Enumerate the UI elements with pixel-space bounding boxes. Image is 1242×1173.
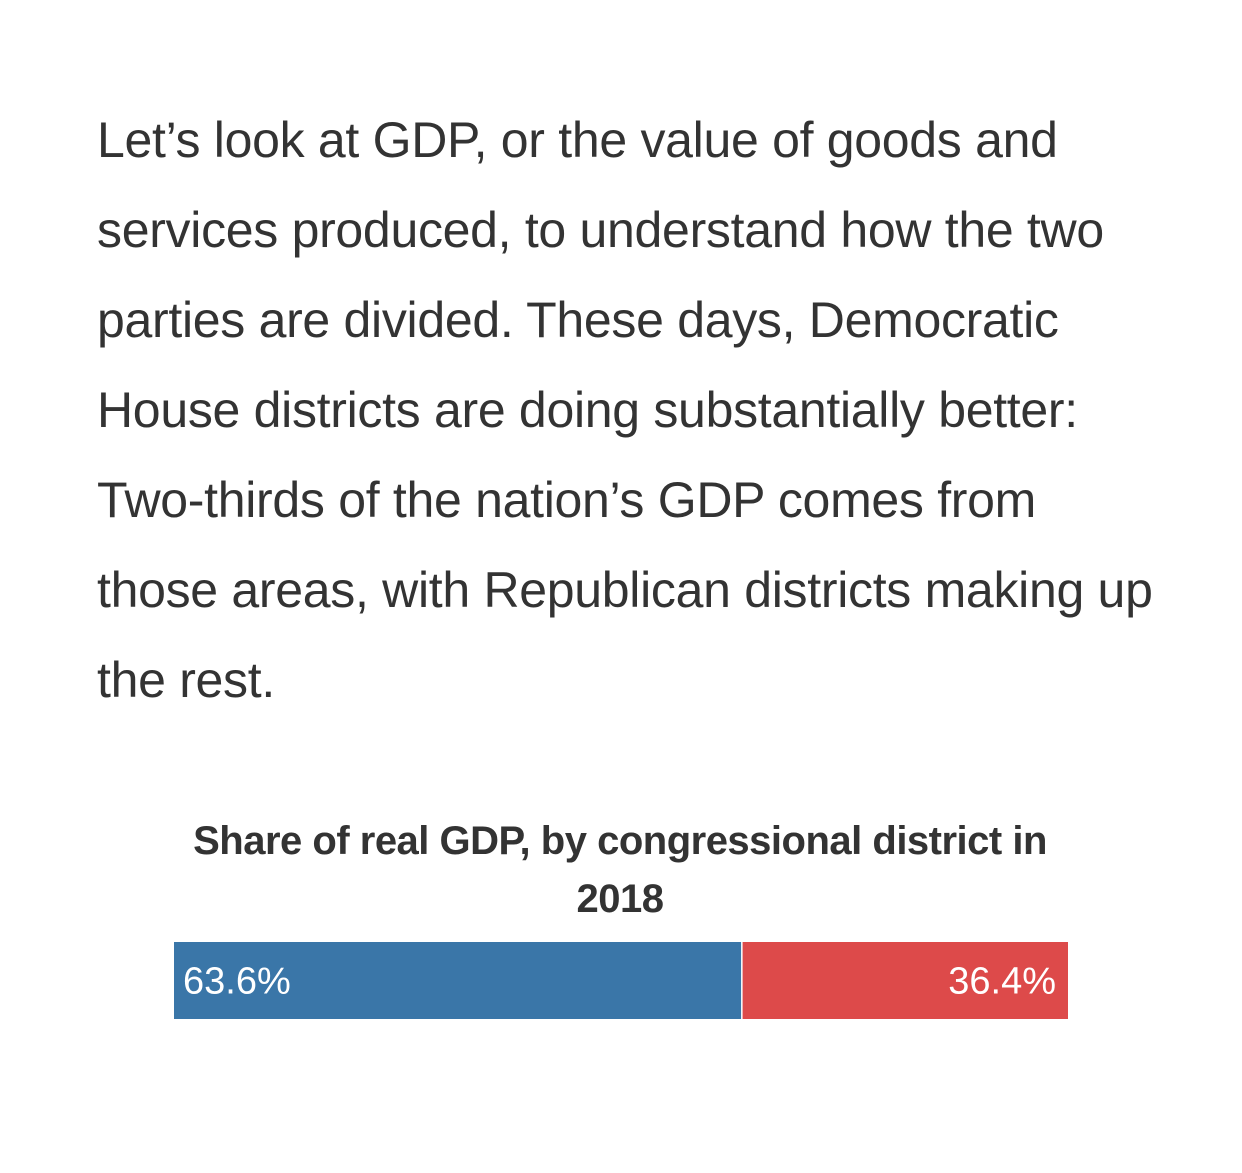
- article-paragraph: Let’s look at GDP, or the value of goods…: [97, 112, 1153, 708]
- bar-segment-1: [174, 942, 742, 1019]
- bar-segment-2: [742, 942, 1068, 1019]
- bar-label-1: 63.6%: [183, 961, 291, 1003]
- chart-title: Share of real GDP, by congressional dist…: [193, 819, 1047, 921]
- bar-label-2: 36.4%: [948, 961, 1056, 1003]
